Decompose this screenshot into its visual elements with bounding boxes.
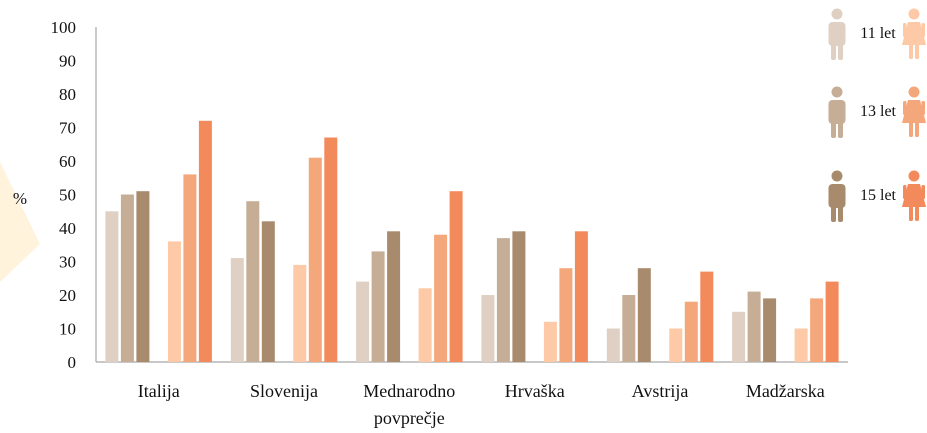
x-category-label: Madžarska xyxy=(746,381,825,401)
y-axis-ticks: 0 10 20 30 40 50 60 70 80 90 100 xyxy=(51,18,77,372)
bar-female-15-let xyxy=(574,231,588,362)
bar-female-15-let xyxy=(324,137,338,362)
bar-male-15-let xyxy=(136,191,150,362)
x-category-label: Mednarodno xyxy=(363,381,455,401)
bar-male-15-let xyxy=(763,298,777,362)
y-tick-label: 100 xyxy=(51,18,77,37)
bar-female-11-let xyxy=(794,328,808,362)
y-tick-label: 40 xyxy=(59,219,76,238)
bar-male-11-let xyxy=(230,258,244,362)
y-tick-label: 90 xyxy=(59,52,76,71)
y-tick-label: 20 xyxy=(59,286,76,305)
legend: 11 let 13 let 15 let xyxy=(828,8,926,222)
bar-female-13-let xyxy=(684,301,698,362)
bar-female-13-let xyxy=(434,234,448,362)
bar-female-15-let xyxy=(198,120,212,362)
bar-female-13-let xyxy=(308,157,322,362)
bar-female-13-let xyxy=(810,298,824,362)
bar-male-13-let xyxy=(120,194,134,362)
bar-female-11-let xyxy=(167,241,181,362)
decorative-arrow-shape xyxy=(0,162,40,282)
bar-female-13-let xyxy=(183,174,197,362)
bar-female-13-let xyxy=(559,268,573,362)
x-category-label: Slovenija xyxy=(250,381,318,401)
bar-male-13-let xyxy=(496,238,510,362)
y-tick-label: 0 xyxy=(68,353,77,372)
bar-male-13-let xyxy=(622,295,636,362)
bar-female-11-let xyxy=(293,264,307,362)
x-category-label: Italija xyxy=(138,381,180,401)
bar-male-15-let xyxy=(512,231,526,362)
male-person-icon xyxy=(828,8,846,60)
legend-label: 11 let xyxy=(860,25,896,42)
female-person-icon xyxy=(902,86,926,137)
y-tick-label: 10 xyxy=(59,320,76,339)
bars xyxy=(105,120,839,363)
y-tick-label: 70 xyxy=(59,119,76,138)
bar-female-11-let xyxy=(418,288,432,362)
bar-male-15-let xyxy=(637,268,651,362)
y-tick-label: 80 xyxy=(59,85,76,104)
bar-female-15-let xyxy=(449,191,463,362)
bar-male-11-let xyxy=(356,281,370,362)
x-category-label: Hrvaška xyxy=(505,381,565,401)
bar-male-15-let xyxy=(387,231,401,362)
x-category-label: Avstrija xyxy=(632,381,689,401)
bar-male-11-let xyxy=(606,328,620,362)
female-person-icon xyxy=(902,8,926,59)
bar-female-15-let xyxy=(700,271,714,362)
bar-female-15-let xyxy=(825,281,839,362)
bar-male-13-let xyxy=(246,201,260,362)
y-axis-label: % xyxy=(13,189,27,208)
x-category-label: povprečje xyxy=(374,408,445,428)
male-person-icon xyxy=(828,86,846,138)
male-person-icon xyxy=(828,170,846,222)
bar-male-15-let xyxy=(261,221,275,362)
bar-female-11-let xyxy=(669,328,683,362)
bar-male-13-let xyxy=(747,291,761,362)
y-tick-label: 50 xyxy=(59,186,76,205)
x-axis-labels: Italija Slovenija Mednarodno povprečje Hrvaš… xyxy=(138,381,825,428)
bar-male-13-let xyxy=(371,251,385,362)
y-tick-label: 60 xyxy=(59,152,76,171)
bar-male-11-let xyxy=(481,295,495,362)
y-tick-label: 30 xyxy=(59,253,76,272)
bar-female-11-let xyxy=(543,321,557,362)
female-person-icon xyxy=(902,170,926,221)
legend-label: 13 let xyxy=(860,103,897,120)
bar-male-11-let xyxy=(732,311,746,363)
legend-label: 15 let xyxy=(860,187,897,204)
bar-male-11-let xyxy=(105,211,119,363)
